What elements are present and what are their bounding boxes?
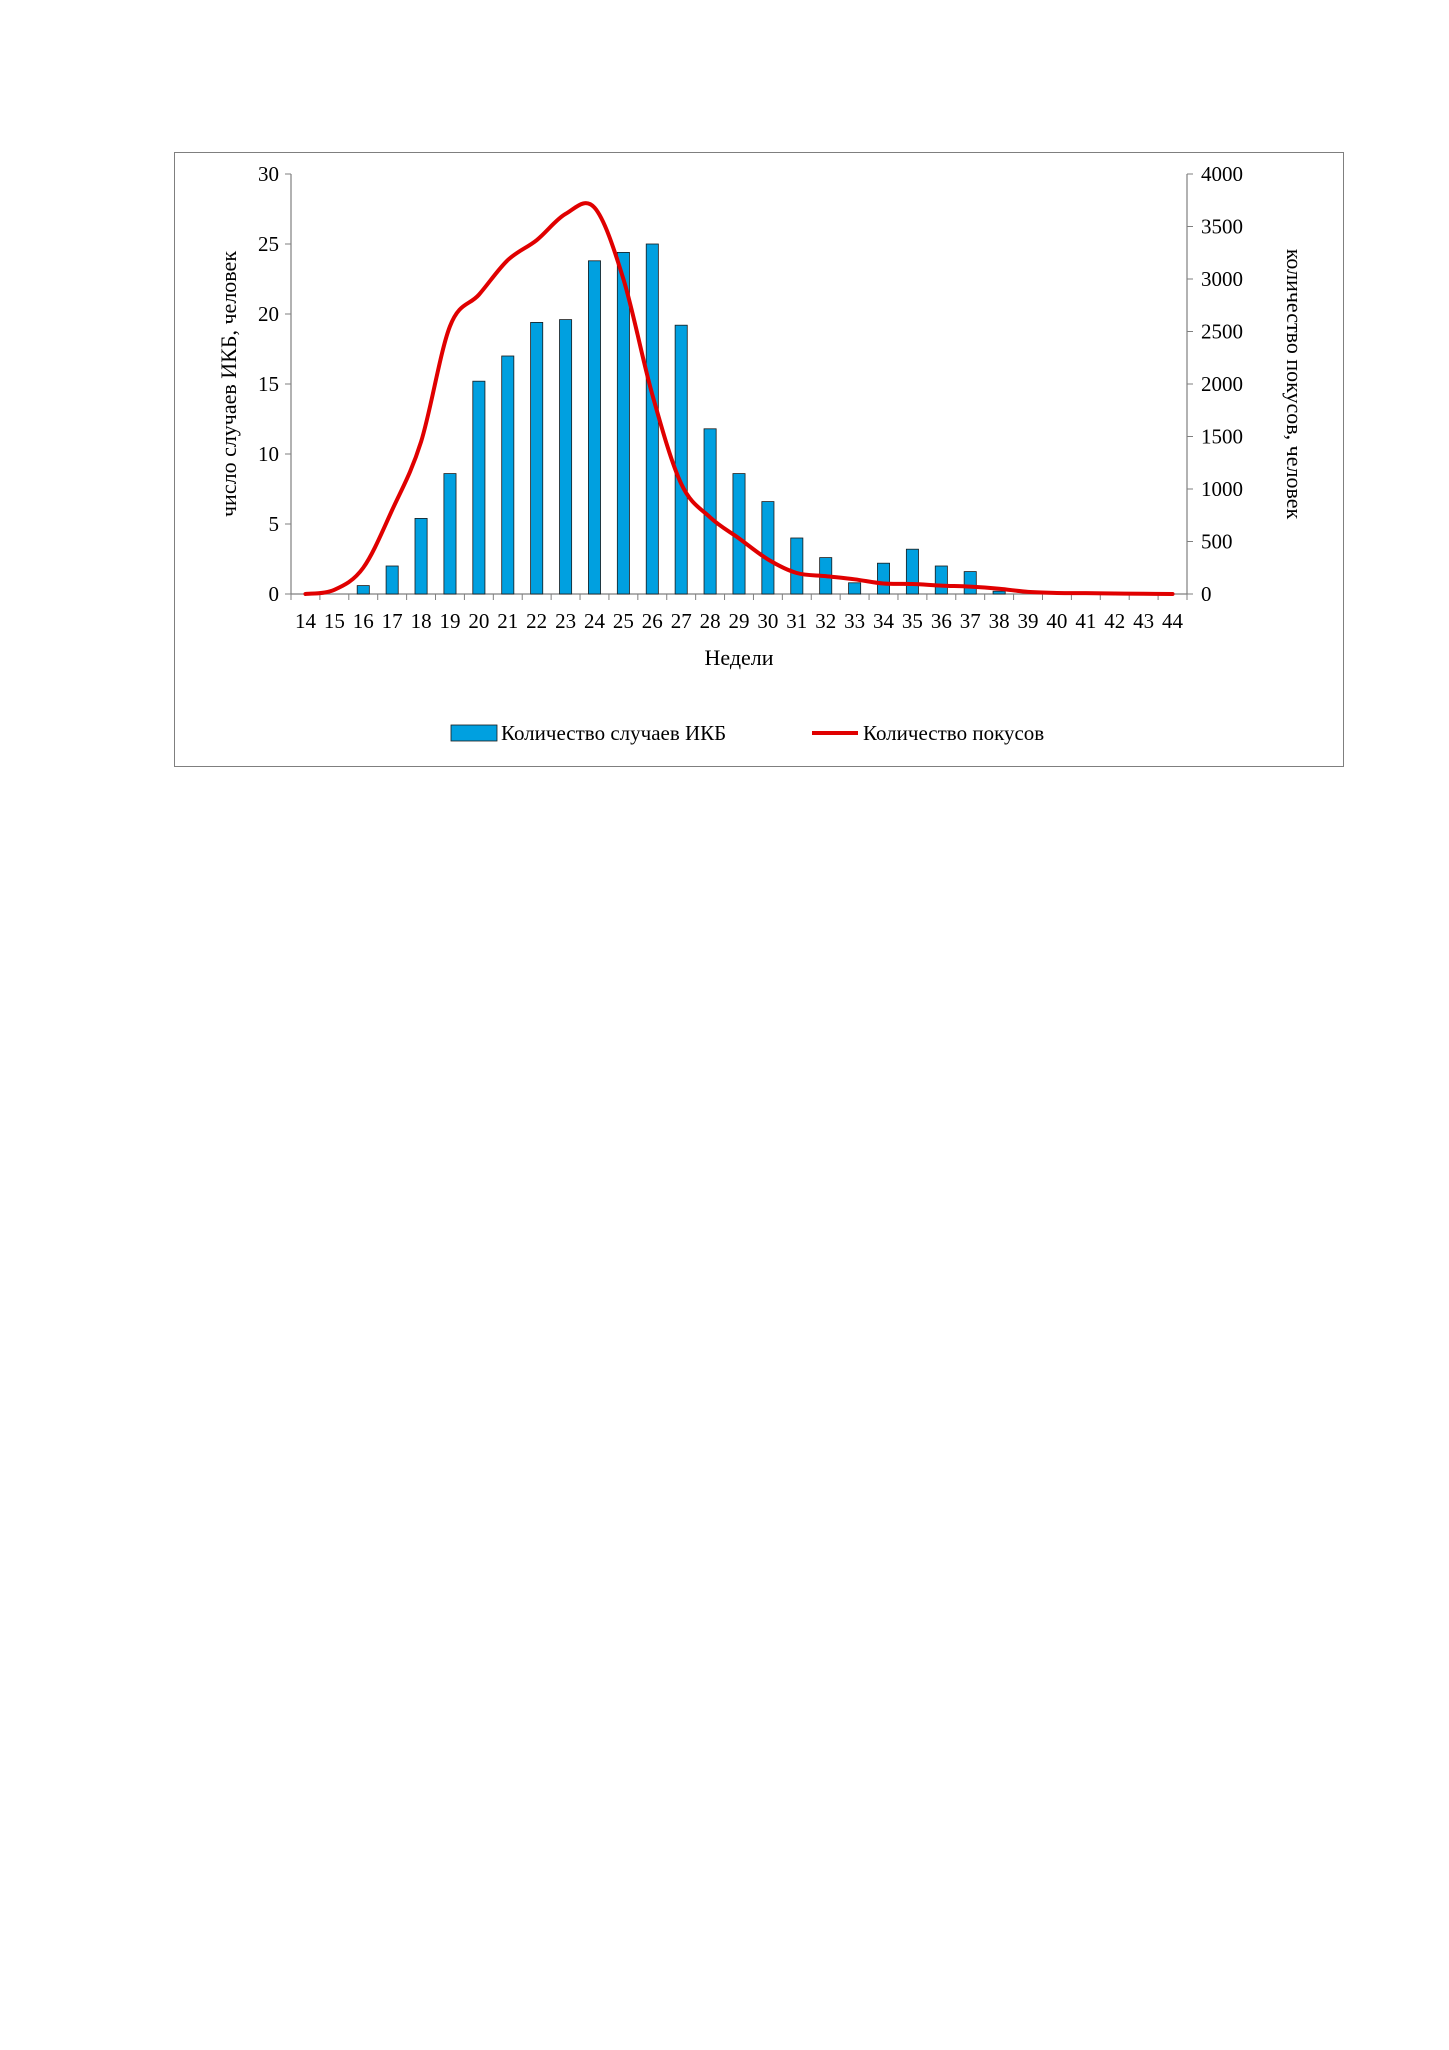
y-left-tick-label: 20 [258,302,279,326]
x-tick-label: 40 [1046,609,1067,633]
bar [616,252,630,595]
y-right-tick-label: 2500 [1201,320,1243,344]
x-tick-label: 23 [555,609,576,633]
y-right-tick-label: 1000 [1201,477,1243,501]
x-tick-label: 32 [815,609,836,633]
bar [645,243,659,595]
bar [472,380,486,595]
x-tick-label: 19 [439,609,460,633]
x-tick-label: 30 [757,609,778,633]
y-axis-right-title: количество покусов, человек [1282,249,1307,520]
x-tick-label: 38 [989,609,1010,633]
y-left-tick-label: 25 [258,232,279,256]
bar [414,517,428,595]
bar [934,565,948,595]
bar [877,562,890,595]
bar [992,590,1006,595]
bar [761,501,775,595]
x-tick-label: 15 [324,609,345,633]
x-tick-label: 35 [902,609,923,633]
x-tick-label: 33 [844,609,865,633]
x-tick-label: 27 [671,609,692,633]
bar [905,548,919,595]
x-tick-label: 25 [613,609,634,633]
legend-swatch-cases [450,724,498,742]
y-axis-left-title: число случаев ИКБ, человек [216,251,241,517]
x-tick-label: 36 [931,609,952,633]
bar [963,571,977,595]
x-tick-label: 43 [1133,609,1154,633]
x-tick-label: 21 [497,609,518,633]
y-right-tick-label: 1500 [1201,425,1243,449]
bar [530,321,544,595]
x-tick-label: 31 [786,609,807,633]
y-right-tick-label: 3500 [1201,215,1243,239]
chart-svg: 0 5 10 15 20 25 30 0 500 1000 1500 2000 2500 3000 3500… [216,162,1307,745]
y-right-tick-label: 500 [1201,530,1233,554]
y-left-tick-label: 15 [258,372,279,396]
bar [848,582,862,595]
x-tick-label: 39 [1018,609,1039,633]
legend-label-bites: Количество покусов [863,721,1044,745]
y-left-tick-label: 10 [258,442,279,466]
x-tick-label: 26 [642,609,663,633]
bar [356,585,370,595]
x-tick-label: 24 [584,609,606,633]
x-axis-title: Недели [704,645,773,670]
bar [385,565,399,595]
x-tick-label: 28 [700,609,721,633]
y-right-tick-label: 2000 [1201,372,1243,396]
bar [559,319,573,595]
bar [501,355,515,595]
bar [588,260,601,595]
x-tick-label: 22 [526,609,547,633]
bar [443,473,457,595]
x-tick-label: 44 [1162,609,1184,633]
legend-label-cases: Количество случаев ИКБ [501,721,726,745]
x-tick-label: 34 [873,609,895,633]
x-tick-label: 18 [411,609,432,633]
x-tick-label: 14 [295,609,317,633]
x-tick-label: 16 [353,609,374,633]
x-tick-label: 20 [468,609,489,633]
y-right-tick-label: 3000 [1201,267,1243,291]
x-tick-label: 29 [729,609,750,633]
y-right-tick-label: 0 [1201,582,1212,606]
bar [674,324,688,595]
y-left-tick-label: 0 [269,582,280,606]
x-tick-label: 42 [1104,609,1125,633]
chart-frame: 0 5 10 15 20 25 30 0 500 1000 1500 2000 2500 3000 3500… [174,152,1344,767]
y-left-tick-label: 5 [269,512,280,536]
line-series-bites [303,201,1175,596]
x-tick-label: 17 [382,609,403,633]
x-tick-label: 37 [960,609,981,633]
bar [790,537,804,595]
x-tick-label: 41 [1075,609,1096,633]
y-right-tick-label: 4000 [1201,162,1243,186]
y-left-tick-label: 30 [258,162,279,186]
